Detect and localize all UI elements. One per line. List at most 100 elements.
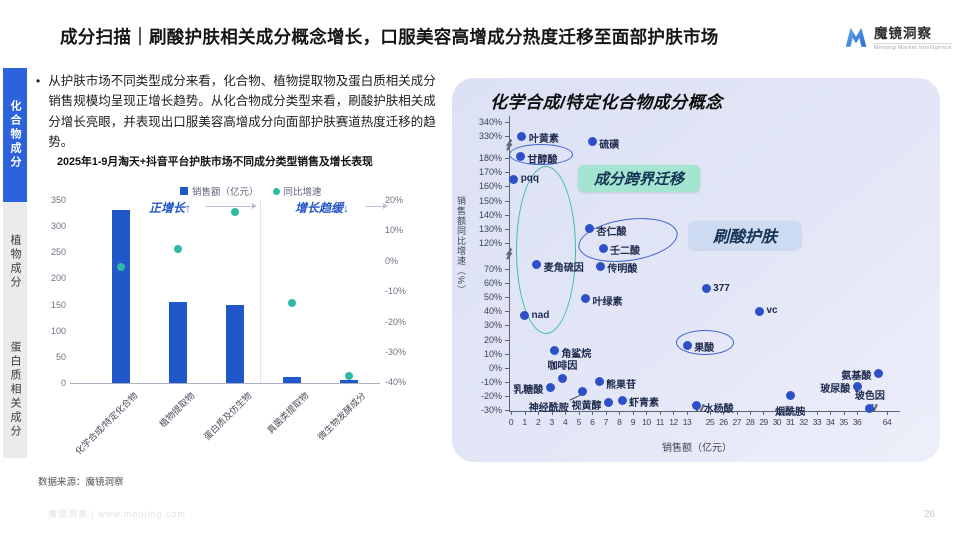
scatter-y-tick-label: 140% [478, 209, 502, 220]
page-number: 26 [924, 509, 936, 520]
scatter-x-tick-mark [830, 411, 832, 415]
scatter-point [594, 377, 604, 387]
scatter-y-tick-mark [505, 395, 509, 397]
bar-y-tick-label: 150 [50, 299, 66, 310]
data-source-note: 数据来源：魔镜洞察 [38, 477, 124, 488]
scatter-x-tick-label: 3 [549, 417, 554, 427]
scatter-x-tick-label: 36 [852, 417, 862, 427]
scatter-x-tick-mark [605, 411, 607, 415]
scatter-x-tick-mark [511, 411, 512, 415]
scatter-y-axis-line [509, 116, 510, 411]
sidebar-item-2[interactable]: 植物成分 [3, 202, 27, 322]
sidebar-item-1[interactable]: 化合物成分 [3, 68, 27, 202]
scatter-x-tick-mark [843, 411, 845, 415]
arrow-head-icon [252, 203, 257, 209]
scatter-point [578, 387, 588, 397]
scatter-y-tick-mark [505, 339, 509, 341]
scatter-point [617, 395, 627, 405]
scatter-x-tick-mark [592, 411, 594, 415]
scatter-y-tick-mark [505, 243, 509, 244]
scatter-x-tick-mark [887, 411, 888, 415]
logo-subtitle: Moojing Market Intelligence [874, 43, 952, 51]
bar-y-tick-label: 250 [50, 247, 66, 258]
bar-y2-tick-label: -40% [385, 377, 407, 388]
scatter-point-label: 角鲨烷 [561, 348, 592, 360]
ingredient-scatter-plot: 340% 330% 180% 170% 160% 150% 140% 130% 120% 70% 6… [452, 78, 940, 462]
scatter-point-label: 果酸 [694, 343, 715, 355]
scatter-y-tick-label: 150% [478, 195, 502, 206]
scatter-y-tick-mark [505, 122, 509, 123]
scatter-point-label: 硫磺 [599, 139, 620, 151]
scatter-x-tick-label: 13 [682, 417, 692, 427]
bar-y2-tick-label: -30% [385, 346, 407, 357]
bar-rect [340, 379, 358, 383]
scatter-y-tick-mark [505, 353, 509, 355]
scatter-y-tick-mark [505, 311, 509, 313]
scatter-y-tick-mark [505, 172, 509, 174]
scatter-point [754, 306, 764, 316]
scatter-point-label: pqq [520, 173, 540, 185]
scatter-x-tick-mark [632, 411, 634, 415]
bar-x-category-label: 蛋白质及仿生物 [201, 390, 254, 443]
scatter-x-tick-mark [803, 411, 805, 415]
scatter-x-tick-mark [710, 411, 711, 415]
bar-y-tick-label: 350 [50, 195, 66, 205]
scatter-y-tick-label: 0% [488, 362, 502, 373]
sidebar-item-3[interactable]: 蛋白质相关成分 [3, 322, 27, 458]
scatter-point-label: 视黄醇 [571, 400, 602, 412]
scatter-point-label: 麦角硫因 [543, 262, 584, 274]
scatter-y-tick-label: 20% [483, 334, 502, 345]
ingredient-scatter-panel: 化学合成/特定化合物成分概念 销售额同比增速（%） 销售额（亿元） 340% 33… [452, 78, 940, 462]
scatter-y-tick-label: 10% [483, 348, 502, 359]
scatter-x-tick-label: 5 [576, 417, 582, 427]
scatter-y-tick-label: 50% [483, 292, 502, 303]
scatter-x-tick-label: 26 [719, 417, 728, 427]
scatter-point-label: 熊果苷 [606, 379, 636, 391]
scatter-x-tick-mark [687, 411, 688, 415]
scatter-x-tick-mark [646, 411, 648, 415]
scatter-x-tick-label: 1 [522, 417, 527, 427]
scatter-y-tick-mark [505, 136, 509, 137]
scatter-point [587, 137, 597, 147]
scatter-point [785, 391, 795, 401]
scatter-x-tick-mark [857, 411, 858, 415]
scatter-x-tick-mark [673, 411, 675, 415]
scatter-point-label: 壬二酸 [610, 246, 641, 258]
scatter-y-tick-label: -10% [480, 376, 502, 387]
scatter-x-tick-mark [524, 411, 526, 415]
scatter-point-label: 叶绿素 [592, 296, 623, 308]
scatter-x-tick-label: 28 [745, 417, 755, 427]
scatter-x-tick-label: 9 [630, 417, 636, 427]
scatter-x-tick-label: 25 [705, 417, 715, 427]
annotation-arrow-line [366, 206, 384, 207]
scatter-x-tick-mark [790, 411, 792, 415]
scatter-x-tick-label: 33 [812, 417, 822, 427]
scatter-point-label: nad [531, 309, 550, 321]
scatter-y-tick-mark [505, 381, 509, 383]
scatter-x-tick-label: 8 [617, 417, 622, 427]
scatter-point [545, 382, 555, 392]
scatter-x-tick-mark [619, 411, 621, 415]
scatter-point [595, 261, 605, 271]
growth-rate-dot [288, 299, 296, 308]
scatter-x-tick-mark [763, 411, 765, 415]
scatter-y-tick-mark [505, 269, 509, 270]
legend-label: 同比增速 [283, 187, 322, 198]
scatter-y-tick-mark [505, 214, 509, 216]
bar-chart-legend: 销售额（亿元） 同比增速 [180, 184, 322, 198]
logo-brand-text: 魔镜洞察 [874, 26, 932, 41]
bar-y-tick-label: 50 [55, 351, 66, 362]
scatter-point-label: 氨基酸 [841, 371, 872, 383]
scatter-x-tick-label: 31 [785, 417, 795, 427]
scatter-x-tick-label: 6 [590, 417, 595, 427]
scatter-x-tick-label: 12 [669, 417, 678, 427]
scatter-point [515, 152, 525, 162]
scatter-point [520, 311, 530, 321]
scatter-y-tick-label: 330% [478, 131, 502, 141]
legend-dot-swatch [272, 187, 280, 195]
scatter-point-label: 虾青素 [629, 398, 659, 410]
growth-rate-dot [345, 372, 353, 381]
scatter-point [603, 398, 613, 408]
sidebar: 化合物成分 植物成分 蛋白质相关成分 [3, 68, 27, 458]
